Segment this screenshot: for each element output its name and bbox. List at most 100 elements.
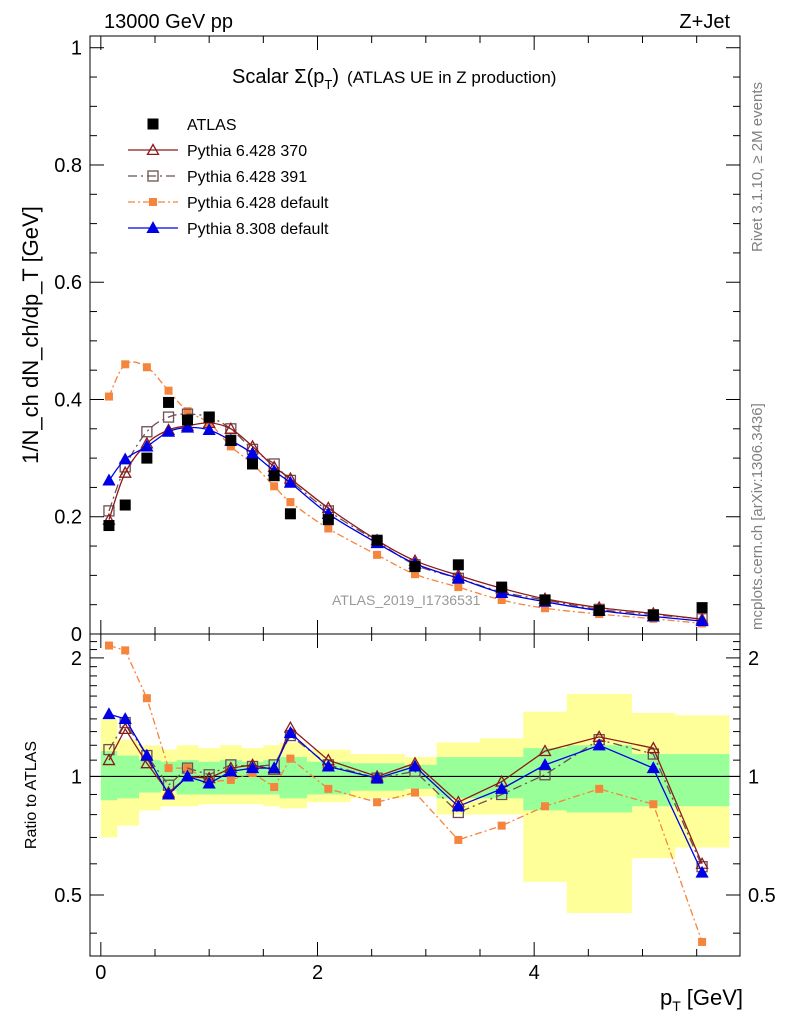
ratio-panel: 0.5 0.5 1 1 2 2 0 2 4 Ratio to ATLAS pT [GeV]: [23, 633, 776, 1014]
main-point-atlas-10: [322, 514, 334, 526]
main-point-p6def-14: [497, 595, 506, 604]
header-left: 13000 GeV pp: [104, 11, 233, 33]
main-point-p6def-9: [286, 498, 295, 507]
main-point-atlas-7: [247, 458, 258, 470]
main-point-atlas-18: [696, 602, 708, 614]
main-point-atlas-5: [203, 411, 215, 423]
main-point-p8def-1: [118, 452, 132, 465]
ratio-ytick-label-left: 2: [71, 648, 82, 670]
ratio-point-p6def-16: [595, 784, 604, 793]
ratio-point-p370-1: [118, 722, 132, 735]
main-title: Scalar Σ(pT) (ATLAS UE in Z production): [232, 66, 556, 92]
main-title-rest: (ATLAS UE in Z production): [347, 68, 556, 87]
ratio-point-p8def-11: [370, 771, 384, 784]
ratio-xtick-label: 4: [529, 962, 540, 984]
main-point-p8def-2: [140, 439, 154, 452]
legend-marker-atlas: [147, 118, 159, 130]
watermark: ATLAS_2019_I1736531: [332, 592, 481, 608]
xlabel-sub: T: [672, 998, 681, 1014]
main-point-p8def-0: [102, 473, 116, 486]
main-point-p6def-11: [373, 550, 382, 559]
main-point-p6def-1: [121, 360, 130, 369]
side-label-mcplots: mcplots.cern.ch [arXiv:1306.3436]: [749, 403, 766, 630]
ratio-point-p6def-17: [649, 800, 658, 809]
ratio-point-p6def-0: [104, 641, 113, 650]
legend-item-atlas: ATLAS: [147, 117, 237, 134]
main-point-atlas-1: [119, 499, 131, 511]
ratio-ytick-label-left: 0.5: [54, 885, 82, 907]
ratio-point-p8def-2: [140, 748, 154, 761]
ratio-axis-ticks: 0.5 0.5 1 1 2 2 0 2 4: [54, 634, 776, 984]
main-point-atlas-3: [163, 396, 175, 408]
ratio-point-p8def-12: [408, 759, 422, 772]
legend-item-p8def: Pythia 8.308 default: [128, 221, 329, 238]
main-point-atlas-15: [539, 594, 551, 606]
main-ytick-label: 0.4: [54, 389, 82, 411]
main-point-atlas-11: [371, 534, 383, 546]
ratio-point-p6def-15: [541, 802, 549, 811]
main-panel: 0 0.2 0.4 0.6 0.8 1 Scalar Σ(pT) (ATLAS UE in …: [18, 35, 741, 646]
main-series-atlas: [103, 396, 708, 621]
ratio-point-p8def-3: [161, 787, 176, 800]
main-point-p370-1: [118, 465, 132, 478]
legend-item-p391: Pythia 6.428 391: [128, 169, 307, 186]
main-point-atlas-8: [268, 470, 280, 482]
legend-item-p370: Pythia 6.428 370: [128, 143, 307, 160]
main-ytick-label: 0.6: [54, 272, 82, 294]
main-ytick-label: 0.2: [54, 507, 82, 529]
ratio-point-p6def-11: [373, 798, 382, 807]
ratio-point-p8def-1: [118, 712, 132, 724]
ratio-point-p370-15: [538, 744, 552, 757]
main-point-p6def-3: [164, 386, 173, 395]
ratio-point-p370-2: [140, 756, 154, 769]
legend-item-p6def: Pythia 6.428 default: [128, 195, 329, 212]
band-green-bin-13: [436, 757, 481, 799]
band-green-bin-0: [100, 751, 118, 801]
main-point-p6def-8: [270, 482, 279, 491]
ratio-point-p8def-16: [592, 738, 606, 751]
ratio-point-p6def-1: [121, 646, 130, 655]
main-axis-ticks: 0 0.2 0.4 0.6 0.8 1: [54, 36, 740, 646]
ratio-ytick-label-left: 1: [71, 766, 82, 788]
band-green-bin-18: [675, 754, 730, 807]
main-point-p6def-4: [183, 407, 192, 416]
ratio-point-p6def-12: [411, 788, 419, 797]
legend: ATLAS Pythia 6.428 370 Pythia 6.428 391 Pyt…: [128, 117, 329, 238]
ratio-xlabel: pT [GeV]: [660, 985, 743, 1014]
ratio-xtick-label: 0: [95, 962, 106, 984]
legend-label-p370: Pythia 6.428 370: [187, 143, 307, 160]
legend-label-p6def: Pythia 6.428 default: [187, 195, 329, 212]
main-point-p8def-13: [451, 571, 465, 584]
band-green-bin-9: [279, 757, 307, 799]
ratio-plot-area: [90, 641, 740, 946]
main-point-p6def-2: [142, 363, 151, 372]
main-point-atlas-2: [141, 452, 153, 464]
main-point-p6def-15: [541, 604, 549, 613]
ratio-point-p6def-14: [497, 821, 506, 830]
main-title-sigma: Σ(p: [294, 66, 324, 88]
ratio-point-p8def-17: [646, 761, 660, 774]
ratio-frame: [89, 633, 741, 957]
ratio-point-p8def-15: [538, 758, 552, 770]
main-point-p6def-6: [226, 442, 235, 451]
main-point-p8def-7: [245, 446, 260, 459]
main-point-atlas-14: [496, 581, 508, 593]
main-point-p6def-13: [454, 583, 463, 592]
legend-label-p8def: Pythia 8.308 default: [187, 221, 329, 238]
ratio-point-p8def-8: [267, 761, 281, 774]
ratio-point-p6def-3: [164, 764, 173, 773]
main-point-p8def-18: [695, 614, 709, 627]
main-point-atlas-9: [284, 508, 296, 520]
legend-marker-p8def: [146, 221, 160, 234]
ratio-point-p6def-13: [454, 835, 463, 844]
main-title-main: Scalar: [232, 66, 294, 88]
main-point-p6def-0: [104, 392, 113, 401]
ratio-point-p8def-0: [102, 707, 116, 720]
main-point-atlas-13: [452, 559, 464, 571]
ratio-point-p8def-13: [451, 799, 465, 812]
xlabel-unit: [GeV]: [687, 985, 743, 1010]
xlabel-main: p: [660, 985, 672, 1010]
ratio-point-p370-17: [646, 741, 660, 754]
ratio-series-p6def: [104, 641, 707, 946]
